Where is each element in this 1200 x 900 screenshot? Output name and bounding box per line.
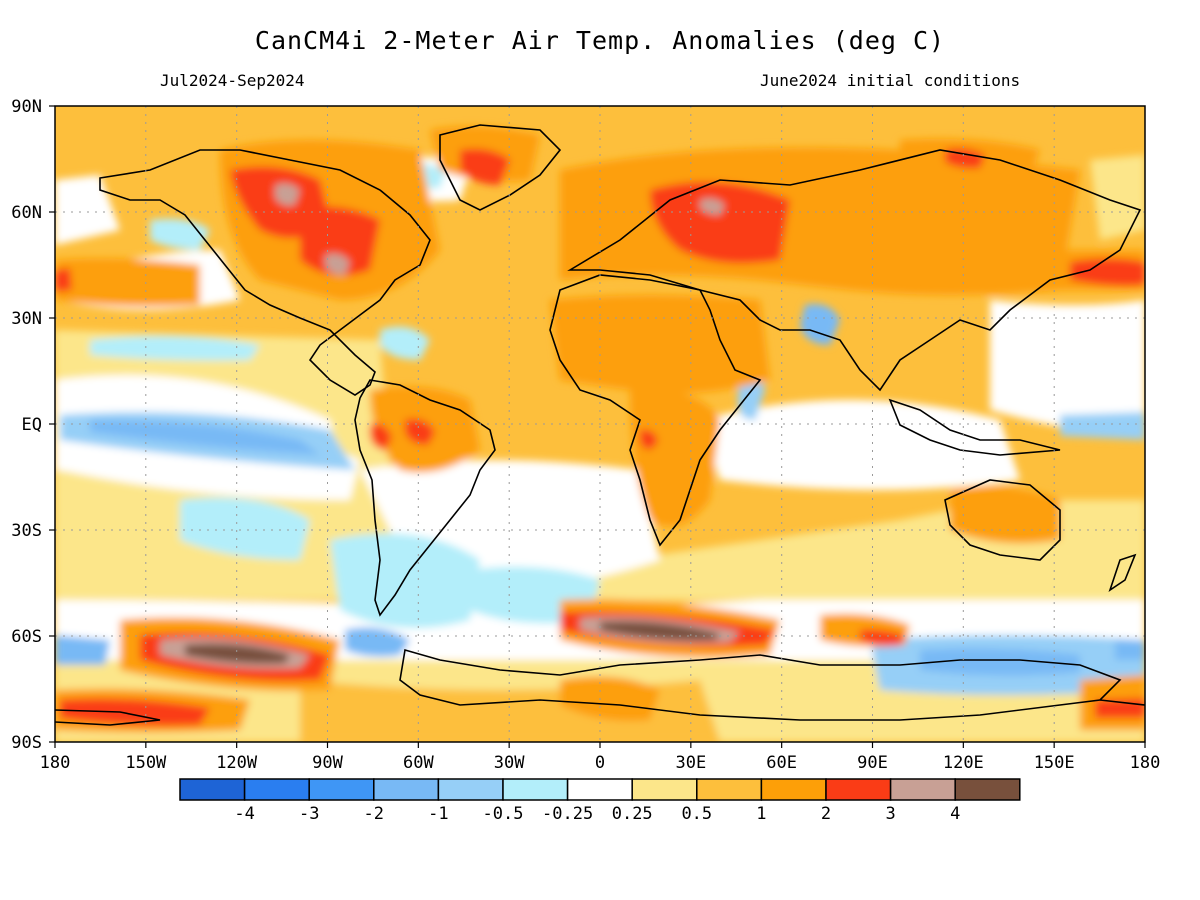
x-tick-label: 150W [125,753,167,773]
init-label: June2024 initial conditions [760,71,1021,90]
colorbar-swatch [954,778,1021,801]
y-tick-label: 90S [11,733,42,753]
colorbar-label: -2 [364,804,384,824]
colorbar-label: 0.25 [612,804,653,824]
x-tick-label: 60W [403,753,434,773]
map-axes: 180 150W 120W 90W 60W 30W 0 30E 60E 90E 120E 150E 18… [11,97,1160,773]
colorbar-swatch [889,778,956,801]
x-tick-label: 90E [857,753,888,773]
colorbar-swatch [696,778,763,801]
x-tick-label: 90W [312,753,343,773]
y-tick-label: 60S [11,627,42,647]
x-tick-label: 180 [1130,753,1161,773]
period-label: Jul2024-Sep2024 [160,71,305,90]
colorbar-swatch [631,778,698,801]
colorbar-swatch [243,778,310,801]
colorbar: -4 -3 -2 -1 -0.5 -0.25 0.25 0.5 1 2 3 4 [179,778,1021,824]
colorbar-label: 4 [950,804,960,824]
colorbar-label: -0.25 [542,804,593,824]
coastlines [55,124,1145,726]
y-tick-label: 30S [11,521,42,541]
y-tick-label: EQ [22,415,42,435]
x-tick-label: 60E [766,753,797,773]
colorbar-label: -3 [299,804,319,824]
colorbar-label: 3 [885,804,895,824]
x-tick-label: 30W [494,753,525,773]
colorbar-swatch [760,778,827,801]
map-title: CanCM4i 2-Meter Air Temp. Anomalies (deg… [254,26,946,55]
colorbar-label: -1 [428,804,448,824]
x-tick-label: 30E [675,753,706,773]
y-tick-label: 60N [11,203,42,223]
y-tick-label: 30N [11,309,42,329]
x-tick-label: 150E [1034,753,1075,773]
x-tick-label: 120W [216,753,258,773]
anomaly-field [55,106,1145,742]
colorbar-label: -4 [234,804,254,824]
colorbar-label: -0.5 [483,804,524,824]
colorbar-swatch [179,778,246,801]
colorbar-swatch [825,778,892,801]
grid-lines [55,106,1145,742]
colorbar-swatch [373,778,440,801]
colorbar-label: 2 [821,804,831,824]
colorbar-label: 1 [756,804,766,824]
colorbar-swatch [437,778,504,801]
colorbar-swatch [308,778,375,801]
colorbar-label: 0.5 [681,804,712,824]
y-tick-label: 90N [11,97,42,117]
x-tick-label: 120E [943,753,984,773]
colorbar-swatch [566,778,633,801]
x-tick-label: 0 [595,753,605,773]
colorbar-swatch [502,778,569,801]
x-tick-label: 180 [40,753,71,773]
